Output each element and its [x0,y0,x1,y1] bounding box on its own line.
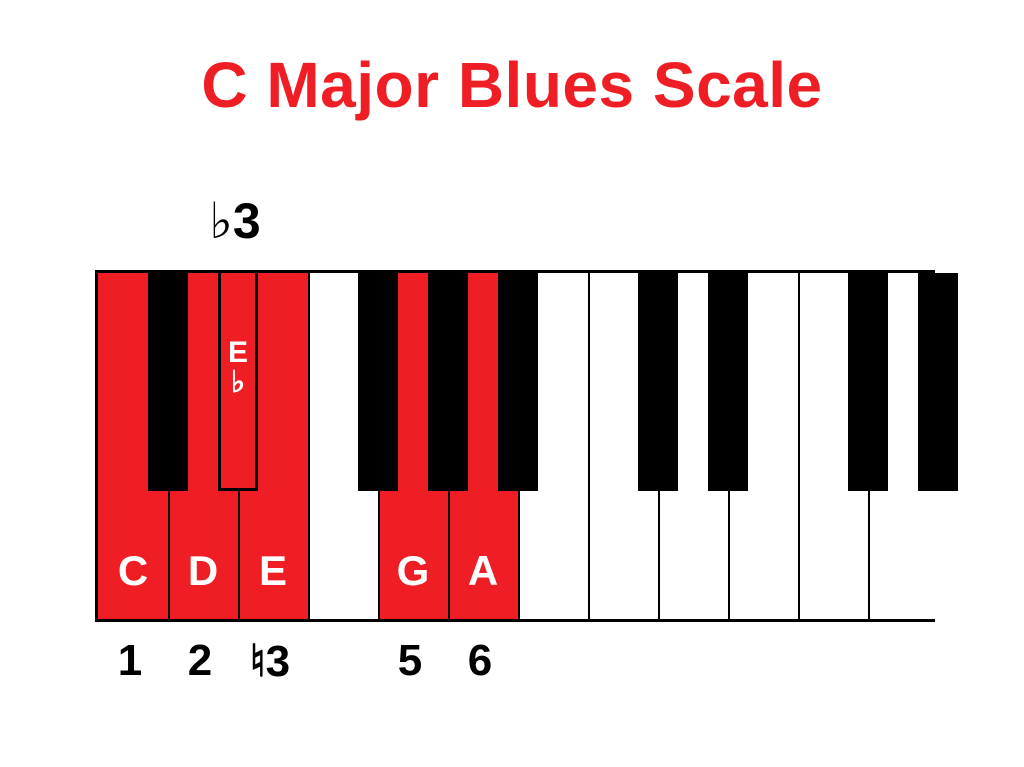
natural-sign-icon: ♮ [250,637,266,686]
white-key-label: D [168,547,238,595]
white-key-label: C [98,547,168,595]
flat-sign-icon: ♭ [209,193,233,249]
black-key-label-letter: E [218,338,259,368]
scale-degree-label: ♮3 [235,636,305,687]
scale-degree-label: 1 [95,636,165,686]
white-key-label: A [448,547,518,595]
piano-keyboard: CDEGAE♭ [95,270,935,622]
white-key-label: E [238,547,308,595]
white-key-label: G [378,547,448,595]
page-title: C Major Blues Scale [0,48,1024,122]
black-key [148,273,189,491]
interval-number: 3 [233,193,261,249]
black-key [358,273,399,491]
black-key-label: E♭ [218,338,259,398]
scale-degree-label: 6 [445,636,515,686]
scale-degree-label: 2 [165,636,235,686]
black-key [498,273,539,491]
black-key [428,273,469,491]
black-key [918,273,959,491]
scale-degree-label: 5 [375,636,445,686]
black-key-label-accidental: ♭ [218,368,259,398]
black-key [848,273,889,491]
flat-three-interval-label: ♭3 [175,192,295,250]
black-key [638,273,679,491]
black-key [708,273,749,491]
